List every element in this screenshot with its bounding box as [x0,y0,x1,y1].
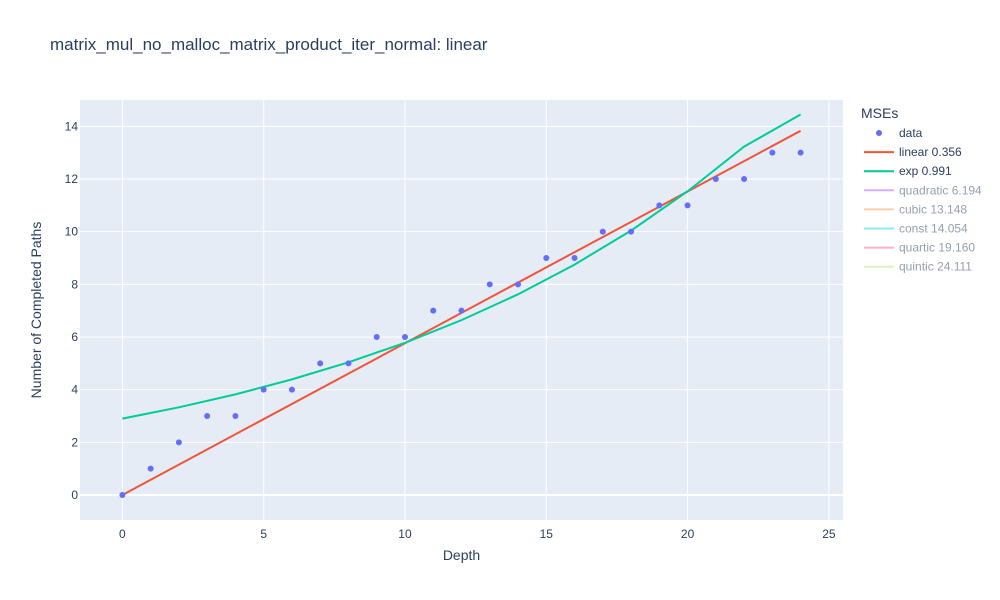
data-point [204,412,211,419]
legend-label: quartic 19.160 [899,241,975,255]
x-tick-label: 5 [260,527,267,541]
data-point [797,149,804,156]
x-tick-label: 25 [822,527,836,541]
legend-label: cubic 13.148 [899,202,967,216]
data-point [628,228,635,235]
data-point [656,202,663,209]
y-tick-label: 0 [71,488,78,502]
data-point [684,202,691,209]
legend-marker [876,130,882,136]
chart-title: matrix_mul_no_malloc_matrix_product_iter… [50,35,488,54]
gridlines [80,100,843,520]
data-point [543,254,550,261]
y-tick-label: 2 [71,435,78,449]
x-tick-label: 0 [119,527,126,541]
legend-item-quadratic: quadratic 6.194 [864,183,982,197]
y-tick-label: 12 [65,172,79,186]
data-point [769,149,776,156]
x-tick-label: 15 [540,527,554,541]
x-tick-label: 10 [398,527,412,541]
y-tick-label: 6 [71,330,78,344]
y-tick-label: 8 [71,277,78,291]
legend-label: data [899,126,923,140]
y-tick-label: 14 [65,119,79,133]
legend-item-quintic: quintic 24.111 [864,260,972,274]
data-point [288,386,295,393]
data-point [373,333,380,340]
legend-title: MSEs [861,105,898,121]
data-point [147,465,154,472]
data-point [175,439,182,446]
tick-labels: 0 5 10 15 20 25 0 2 4 6 8 10 12 14 [65,119,836,541]
data-point [401,333,408,340]
legend-label: quintic 24.111 [899,260,972,274]
legend-label: linear 0.356 [899,145,962,159]
legend-item-linear: linear 0.356 [864,145,962,159]
data-point [458,307,465,314]
series-layer [119,113,804,498]
data-point [232,412,239,419]
y-tick-label: 10 [65,225,79,239]
data-point [741,175,748,182]
legend-label: exp 0.991 [899,164,952,178]
x-axis-title: Depth [443,547,480,563]
data-point [571,254,578,261]
legend-item-cubic: cubic 13.148 [864,202,967,216]
legend-item-data: data [876,126,923,140]
legend-item-exp: exp 0.991 [864,164,952,178]
data-point [430,307,437,314]
series-line-exp [122,113,802,420]
data-point [712,175,719,182]
data-point [345,360,352,367]
x-tick-label: 20 [681,527,695,541]
legend-label: const 14.054 [899,222,968,236]
y-axis-title: Number of Completed Paths [28,222,44,399]
data-point [317,360,324,367]
data-point [260,386,267,393]
data-point [599,228,606,235]
legend: MSEs data linear 0.356 exp 0.991 quadratic … [861,105,982,274]
y-tick-label: 4 [71,383,78,397]
data-point [486,281,493,288]
data-point [515,281,522,288]
legend-label: quadratic 6.194 [899,183,982,197]
legend-item-const: const 14.054 [864,222,968,236]
legend-item-quartic: quartic 19.160 [864,241,975,255]
data-point [119,491,126,498]
